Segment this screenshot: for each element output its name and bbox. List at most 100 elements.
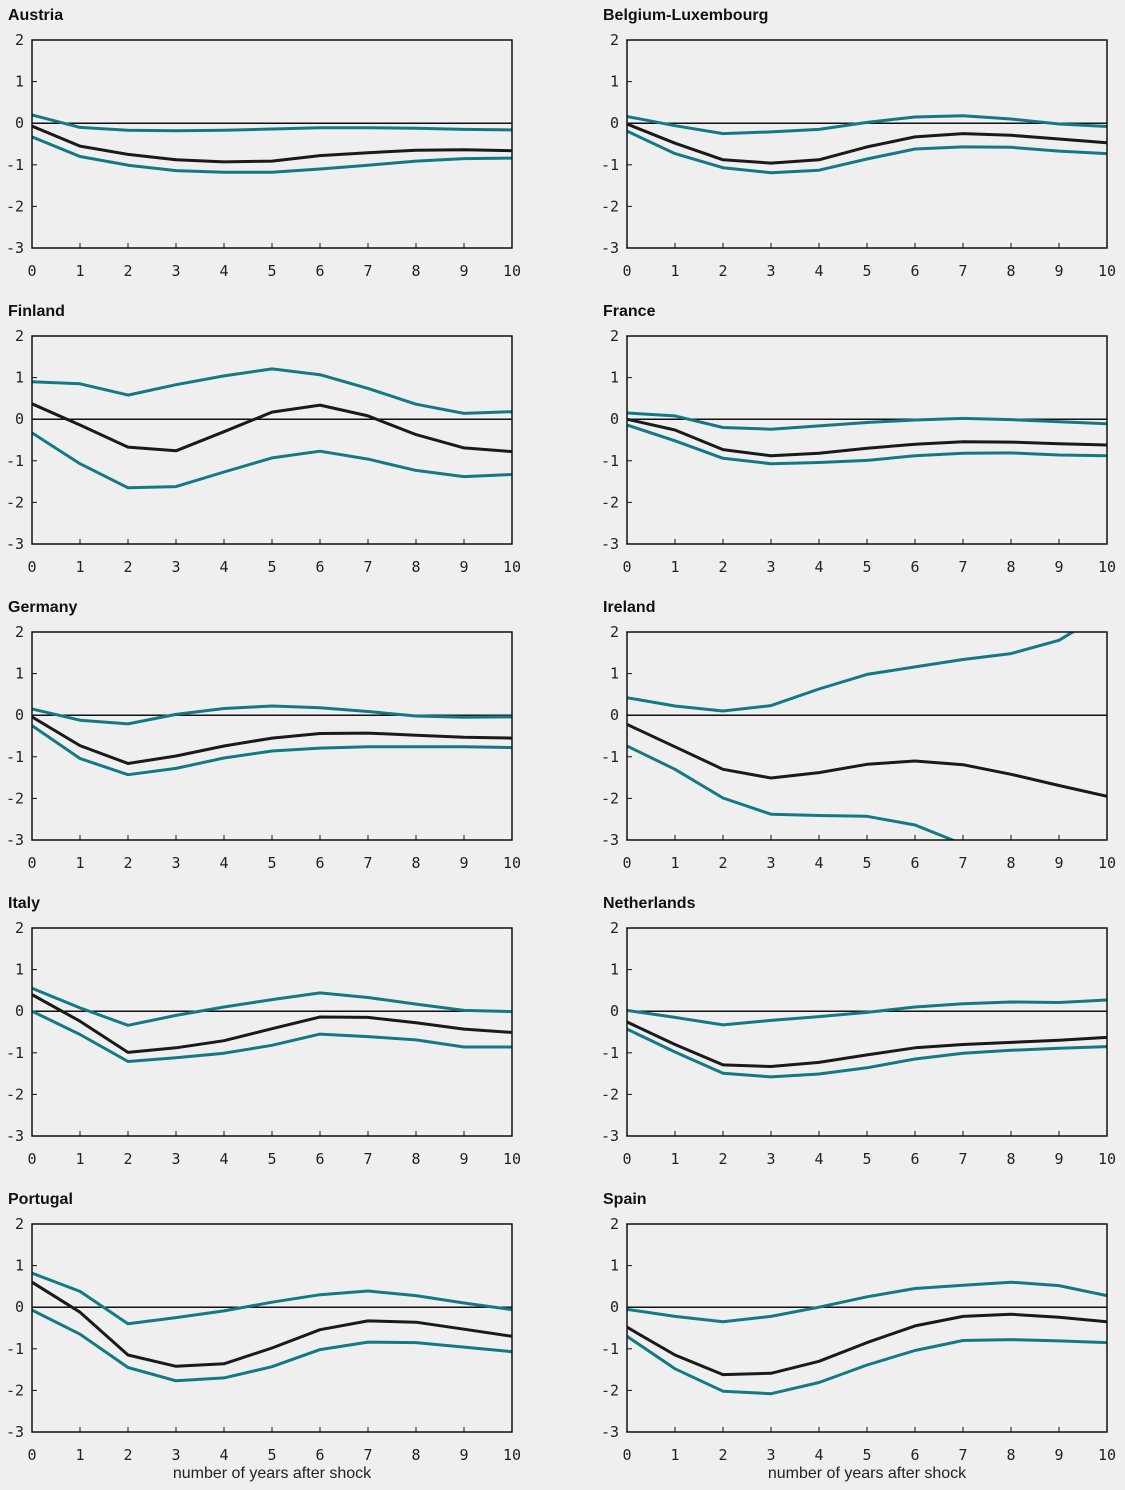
x-tick-label: 9	[459, 262, 468, 280]
upper-band-line	[32, 704, 512, 726]
x-tick-label: 4	[814, 558, 823, 576]
x-tick-label: 5	[862, 262, 871, 280]
y-tick-label: -3	[6, 831, 24, 849]
y-tick-label: -2	[6, 493, 24, 511]
x-tick-label: 6	[315, 262, 324, 280]
y-tick-label: -2	[601, 789, 619, 807]
y-tick-label: -1	[601, 156, 619, 174]
panel-title: France	[603, 303, 656, 320]
y-tick-label: 2	[15, 1215, 24, 1233]
x-tick-label: 2	[123, 1150, 132, 1168]
y-tick-label: -2	[6, 789, 24, 807]
plot-frame	[31, 1223, 513, 1433]
y-tick-label: 1	[610, 73, 619, 91]
lower-band-line	[627, 1027, 1107, 1079]
x-tick-label: 0	[27, 854, 36, 872]
lower-band-line	[32, 1308, 512, 1383]
lower-band-line	[32, 135, 512, 174]
x-tick-label: 3	[171, 262, 180, 280]
x-tick-label: 3	[766, 262, 775, 280]
x-tick-label: 1	[670, 1446, 679, 1464]
x-tick-label: 7	[363, 558, 372, 576]
y-tick-label: -3	[601, 831, 619, 849]
x-tick-label: 5	[862, 558, 871, 576]
panel-title: Netherlands	[603, 895, 696, 912]
estimate-line	[32, 1280, 512, 1368]
x-tick-label: 2	[718, 1150, 727, 1168]
x-tick-label: 0	[27, 1150, 36, 1168]
y-tick-label: 2	[15, 623, 24, 641]
upper-band-line	[627, 411, 1107, 431]
panel-title: Belgium-Luxembourg	[603, 7, 768, 24]
x-tick-label: 6	[910, 1150, 919, 1168]
x-tick-label: 1	[75, 1150, 84, 1168]
x-tick-label: 9	[459, 854, 468, 872]
x-tick-label: 7	[958, 558, 967, 576]
upper-band-line	[32, 367, 512, 415]
y-tick-label: -1	[601, 452, 619, 470]
x-tick-label: 10	[503, 262, 521, 280]
x-tick-label: 0	[622, 1150, 631, 1168]
x-tick-label: 8	[411, 558, 420, 576]
y-tick-label: -3	[6, 535, 24, 553]
x-tick-label: 7	[363, 1446, 372, 1464]
x-tick-label: 9	[459, 1150, 468, 1168]
y-tick-label: -1	[6, 452, 24, 470]
x-tick-label: 3	[171, 1446, 180, 1464]
y-tick-label: -3	[601, 535, 619, 553]
y-tick-label: -1	[6, 156, 24, 174]
y-tick-label: -1	[6, 1340, 24, 1358]
x-tick-label: 5	[862, 1150, 871, 1168]
plot-frame	[626, 39, 1108, 249]
x-tick-label: 8	[411, 1446, 420, 1464]
x-tick-label: 7	[958, 262, 967, 280]
y-tick-label: -1	[6, 1044, 24, 1062]
panel-title: Ireland	[603, 599, 655, 616]
x-tick-label: 10	[503, 1446, 521, 1464]
x-tick-label: 3	[766, 1150, 775, 1168]
x-tick-label: 8	[411, 854, 420, 872]
estimate-line	[627, 417, 1107, 458]
x-tick-label: 6	[315, 854, 324, 872]
x-tick-label: 10	[503, 1150, 521, 1168]
x-tick-label: 9	[1054, 1150, 1063, 1168]
x-tick-label: 4	[814, 1150, 823, 1168]
x-tick-label: 7	[363, 262, 372, 280]
x-tick-label: 4	[219, 854, 228, 872]
x-tick-label: 4	[814, 1446, 823, 1464]
x-tick-label: 7	[363, 1150, 372, 1168]
y-tick-label: -2	[6, 1085, 24, 1103]
x-tick-label: 5	[267, 262, 276, 280]
lower-band-line	[627, 423, 1107, 466]
y-tick-label: 0	[15, 410, 24, 428]
y-tick-label: -3	[6, 239, 24, 257]
x-tick-label: 10	[1098, 1446, 1116, 1464]
y-tick-label: 0	[610, 114, 619, 132]
y-tick-label: 1	[610, 369, 619, 387]
y-tick-label: 0	[610, 1002, 619, 1020]
estimate-line	[32, 124, 512, 164]
upper-band-line	[627, 632, 1076, 713]
x-tick-label: 6	[315, 1446, 324, 1464]
lower-band-line	[627, 1335, 1107, 1396]
x-tick-label: 9	[459, 558, 468, 576]
x-tick-label: 5	[267, 1150, 276, 1168]
x-tick-label: 2	[123, 854, 132, 872]
x-tick-label: 4	[219, 262, 228, 280]
lower-band-line	[32, 431, 512, 490]
x-tick-label: 7	[958, 854, 967, 872]
y-tick-label: -3	[601, 1127, 619, 1145]
x-tick-label: 0	[622, 1446, 631, 1464]
x-tick-label: 7	[363, 854, 372, 872]
x-tick-label: 8	[1006, 262, 1015, 280]
x-tick-label: 4	[219, 1446, 228, 1464]
y-tick-label: 0	[610, 1298, 619, 1316]
x-tick-label: 0	[27, 1446, 36, 1464]
y-tick-label: -1	[6, 748, 24, 766]
